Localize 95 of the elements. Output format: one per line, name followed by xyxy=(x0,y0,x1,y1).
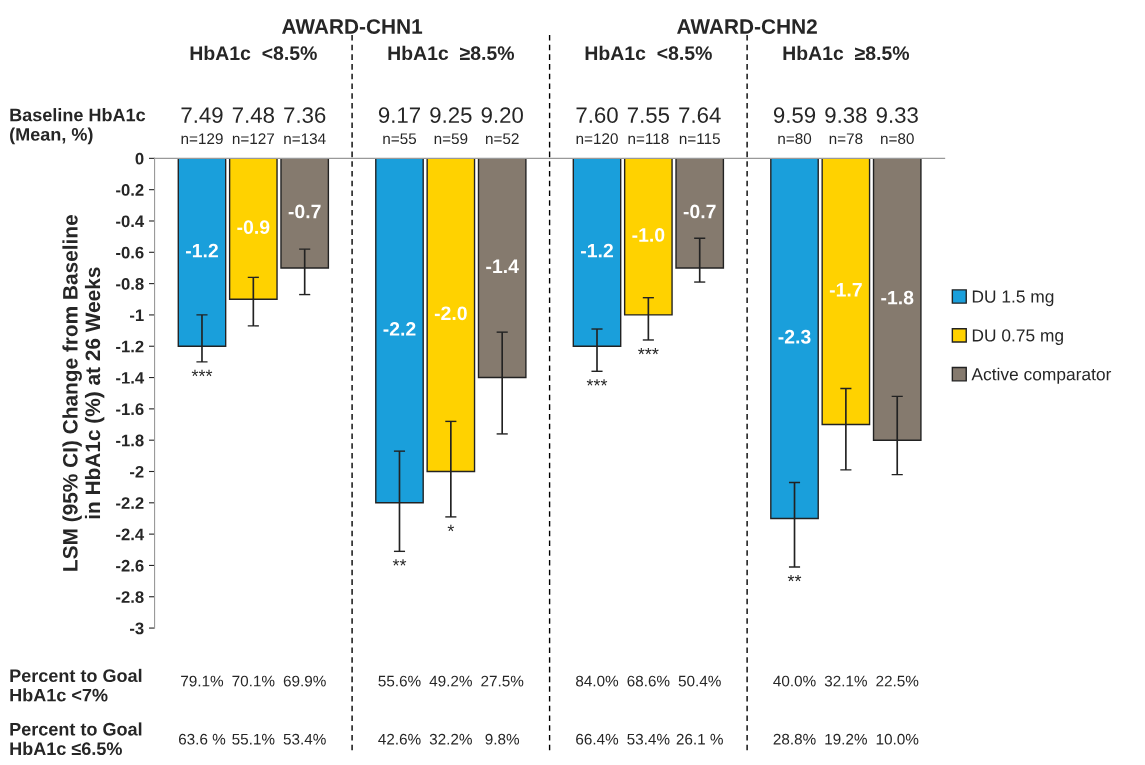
data-label: -1.2 xyxy=(581,243,613,258)
x-tick-label: HbA1c <8.5% xyxy=(190,45,317,61)
y-tick-label: -2.8 xyxy=(116,591,144,603)
legend-label: DU 1.5 mg xyxy=(972,290,1054,307)
text: 19.2% xyxy=(825,733,867,745)
y-tick-label: -3 xyxy=(129,622,144,635)
data-label: -1.2 xyxy=(185,243,218,258)
text: 7.64 xyxy=(679,107,721,124)
text: AWARD-CHN1 xyxy=(282,19,423,34)
text: n=80 xyxy=(881,133,914,145)
annotation: ** xyxy=(787,574,802,582)
text: n=55 xyxy=(383,133,417,145)
y-tick-label: -2.6 xyxy=(116,559,144,572)
text: 79.1% xyxy=(181,675,224,687)
text: 66.4% xyxy=(576,733,619,745)
text: 7.36 xyxy=(284,107,326,124)
y-tick-label: 0 xyxy=(135,152,144,165)
y-tick-label: -0.6 xyxy=(116,246,144,259)
y-tick-label: -2.4 xyxy=(116,528,145,541)
text: n=127 xyxy=(232,133,275,144)
annotation: * xyxy=(447,524,455,532)
y-tick-label: -1.2 xyxy=(116,340,144,353)
y-tick-label: -1 xyxy=(129,309,144,321)
annotation: *** xyxy=(191,369,213,377)
text: 7.55 xyxy=(627,107,670,124)
annotation: ** xyxy=(392,559,407,566)
y-tick-label: -0.8 xyxy=(116,278,144,290)
text: 55.1% xyxy=(232,733,275,745)
text: 27.5% xyxy=(481,675,524,687)
text: n=80 xyxy=(778,133,812,145)
data-label: -2.2 xyxy=(383,322,416,336)
data-label: -2.3 xyxy=(778,329,811,344)
y-tick-label: -1.4 xyxy=(116,372,145,384)
text: 42.6% xyxy=(378,733,421,745)
data-label: -0.7 xyxy=(288,204,321,219)
text: 7.49 xyxy=(181,107,223,124)
text: 49.2% xyxy=(429,675,472,687)
text: Percent to Goal HbA1c ≤6.5% xyxy=(10,722,142,756)
y-tick-label: -2.2 xyxy=(116,497,144,509)
text: 10.0% xyxy=(876,733,919,745)
x-tick-label: HbA1c ≥8.5% xyxy=(388,45,515,61)
text: 53.4% xyxy=(627,733,670,745)
data-label: -0.7 xyxy=(683,204,716,219)
y-tick-label: -1.8 xyxy=(116,434,144,447)
text: 53.4% xyxy=(283,733,326,745)
text: 9.38 xyxy=(825,107,867,124)
text: 50.4% xyxy=(678,675,721,687)
y-tick-label: -2 xyxy=(129,465,144,478)
text: 84.0% xyxy=(576,675,619,687)
data-label: -1.8 xyxy=(881,290,914,305)
y-axis-title: LSM (95% CI) Change from Baseline in HbA1c (%) at 26 Weeks xyxy=(62,215,105,571)
data-label: -1.7 xyxy=(829,283,862,297)
text: 9.20 xyxy=(481,107,523,124)
text: 26.1 % xyxy=(676,733,723,745)
text: 32.1% xyxy=(824,675,867,687)
annotation: *** xyxy=(638,347,659,355)
text: n=59 xyxy=(434,133,468,145)
text: n=78 xyxy=(829,133,863,145)
text: AWARD-CHN2 xyxy=(677,19,817,34)
text: 9.33 xyxy=(876,107,918,124)
x-tick-label: HbA1c <8.5% xyxy=(585,45,712,61)
text: 7.60 xyxy=(576,107,618,124)
text: Baseline HbA1c (Mean, %) xyxy=(10,108,146,145)
y-tick-label: -0.4 xyxy=(116,215,145,228)
text: 32.2% xyxy=(429,733,472,745)
text: n=52 xyxy=(486,133,519,145)
x-tick-label: HbA1c ≥8.5% xyxy=(783,45,910,61)
text: 9.59 xyxy=(773,107,816,124)
data-label: -0.9 xyxy=(237,220,270,235)
text: 55.6% xyxy=(378,675,421,687)
data-label: -2.0 xyxy=(434,306,467,321)
text: 70.1% xyxy=(232,675,275,687)
text: 69.9% xyxy=(283,675,326,687)
text: 7.48 xyxy=(232,107,274,124)
text: 9.25 xyxy=(430,107,472,124)
text: 40.0% xyxy=(773,675,816,687)
text: 9.8% xyxy=(485,733,520,745)
y-tick-label: -1.6 xyxy=(116,403,144,416)
y-tick-label: -0.2 xyxy=(116,184,144,196)
legend-label: DU 0.75 mg xyxy=(972,329,1063,345)
text: n=115 xyxy=(679,133,720,145)
data-label: -1.0 xyxy=(632,228,665,242)
text: 28.8% xyxy=(773,733,816,745)
legend-label: Active comparator xyxy=(971,367,1112,384)
text: 63.6 % xyxy=(178,733,226,745)
data-label: -1.4 xyxy=(486,259,519,273)
text: Percent to Goal HbA1c <7% xyxy=(10,668,142,702)
text: n=120 xyxy=(576,133,618,145)
text: n=129 xyxy=(181,133,223,145)
annotation: *** xyxy=(586,379,608,386)
text: n=134 xyxy=(284,133,326,145)
text: 9.17 xyxy=(378,107,420,124)
text: n=118 xyxy=(628,133,669,145)
text: 68.6% xyxy=(627,675,670,687)
text: 22.5% xyxy=(876,675,919,687)
